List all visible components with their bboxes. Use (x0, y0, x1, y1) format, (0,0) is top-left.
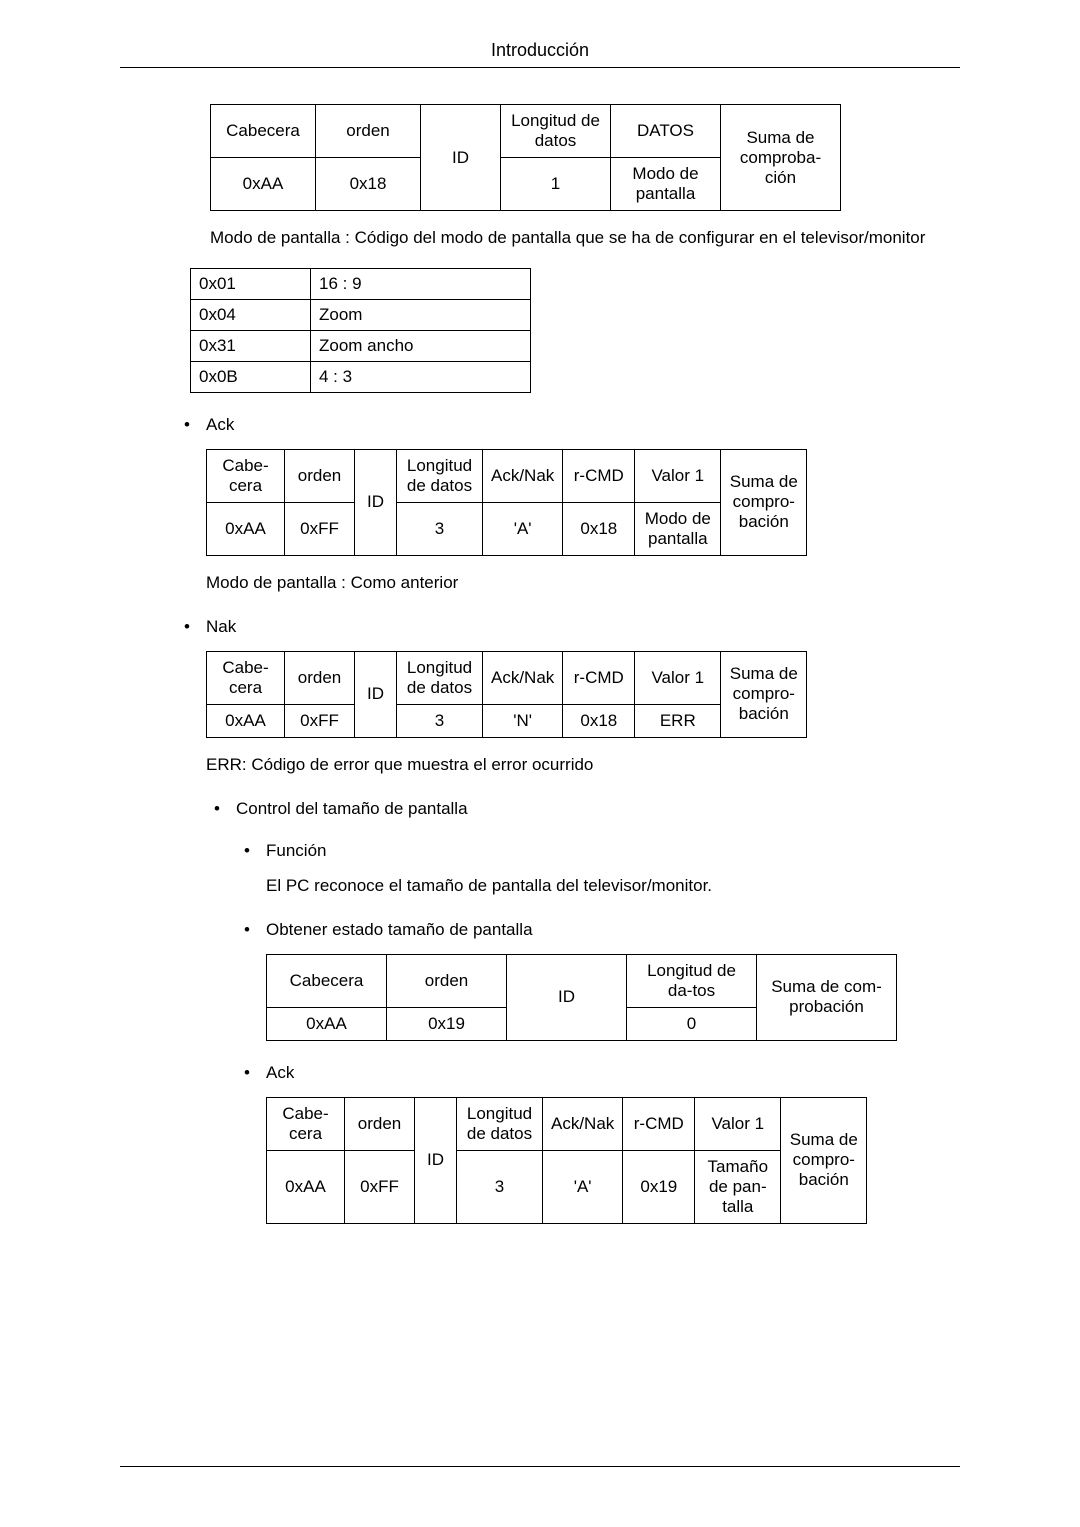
td: 0x19 (623, 1150, 695, 1223)
td: 0x0B (191, 361, 311, 392)
th-cabecera: Cabecera (211, 105, 316, 158)
th: Valor 1 (695, 1097, 781, 1150)
th: Longitud de datos (397, 651, 483, 704)
td: 0xAA (211, 158, 316, 211)
td: 0xAA (267, 1150, 345, 1223)
table-set-screen-mode: Cabecera orden ID Longitud de datos DATO… (210, 104, 841, 211)
td: 'N' (483, 704, 563, 737)
th-longitud: Longitud de datos (501, 105, 611, 158)
table-nak: Cabe-cera orden ID Longitud de datos Ack… (206, 651, 807, 738)
table-ack-1: Cabe-cera orden ID Longitud de datos Ack… (206, 449, 807, 556)
td: Tamaño de pan-talla (695, 1150, 781, 1223)
para-modo-desc: Modo de pantalla : Código del modo de pa… (210, 227, 960, 250)
td: 'A' (543, 1150, 623, 1223)
para-err-desc: ERR: Código de error que muestra el erro… (206, 754, 960, 777)
th: ID (415, 1097, 457, 1223)
td: 3 (397, 704, 483, 737)
para-funcion-desc: El PC reconoce el tamaño de pantalla del… (266, 875, 960, 898)
td: 0xFF (345, 1150, 415, 1223)
td: Modo de pantalla (635, 502, 721, 555)
label-funcion: Función (266, 841, 326, 860)
th: orden (285, 449, 355, 502)
td: 0xFF (285, 502, 355, 555)
li-ack: Ack Cabe-cera orden ID Longitud de datos… (180, 415, 960, 595)
th: Suma de compro-bación (781, 1097, 867, 1223)
list-control-tamano: Control del tamaño de pantalla Función E… (210, 799, 960, 1224)
th: orden (285, 651, 355, 704)
th: Ack/Nak (483, 651, 563, 704)
td: 0x04 (191, 299, 311, 330)
th: r-CMD (563, 449, 635, 502)
th-id: ID (421, 105, 501, 211)
td: 1 (501, 158, 611, 211)
li-obtener: Obtener estado tamaño de pantalla Cabece… (240, 920, 960, 1041)
th: Longitud de da-tos (627, 954, 757, 1007)
td: 0x18 (563, 704, 635, 737)
page-header: Introducción (120, 40, 960, 68)
td: Zoom ancho (311, 330, 531, 361)
label-nak: Nak (206, 617, 236, 636)
th: ID (507, 954, 627, 1040)
td: 16 : 9 (311, 268, 531, 299)
td: 0x19 (387, 1007, 507, 1040)
th-datos: DATOS (611, 105, 721, 158)
th: Suma de compro-bación (721, 449, 807, 555)
td: 0x01 (191, 268, 311, 299)
th-orden: orden (316, 105, 421, 158)
td: 0xAA (207, 502, 285, 555)
table-ack-2: Cabe-cera orden ID Longitud de datos Ack… (266, 1097, 867, 1224)
th: orden (387, 954, 507, 1007)
td: 0x18 (563, 502, 635, 555)
td: Zoom (311, 299, 531, 330)
table-size-get: Cabecera orden ID Longitud de da-tos Sum… (266, 954, 897, 1041)
th: Valor 1 (635, 449, 721, 502)
th-checksum: Suma de comproba-ción (721, 105, 841, 211)
th: Cabe-cera (207, 651, 285, 704)
td: Modo de pantalla (611, 158, 721, 211)
para-modo-anterior: Modo de pantalla : Como anterior (206, 572, 960, 595)
td: 0x18 (316, 158, 421, 211)
li-nak: Nak Cabe-cera orden ID Longitud de datos… (180, 617, 960, 777)
li-ack-2: Ack Cabe-cera orden ID Longitud de datos… (240, 1063, 960, 1224)
th: Suma de com-probación (757, 954, 897, 1040)
td: 0xFF (285, 704, 355, 737)
td: 0x31 (191, 330, 311, 361)
th: Ack/Nak (483, 449, 563, 502)
li-control-tamano: Control del tamaño de pantalla Función E… (210, 799, 960, 1224)
label-ack: Ack (206, 415, 234, 434)
th: ID (355, 449, 397, 555)
th: orden (345, 1097, 415, 1150)
td: 0xAA (267, 1007, 387, 1040)
page: Introducción Cabecera orden ID Longitud … (0, 0, 1080, 1527)
th: ID (355, 651, 397, 737)
th: r-CMD (623, 1097, 695, 1150)
th: Cabecera (267, 954, 387, 1007)
td: 3 (457, 1150, 543, 1223)
td: 3 (397, 502, 483, 555)
td: ERR (635, 704, 721, 737)
th: Cabe-cera (207, 449, 285, 502)
label-control-tamano: Control del tamaño de pantalla (236, 799, 468, 818)
td: 0 (627, 1007, 757, 1040)
list-inner: Función El PC reconoce el tamaño de pant… (240, 841, 960, 1224)
td: 4 : 3 (311, 361, 531, 392)
list-ack-nak: Ack Cabe-cera orden ID Longitud de datos… (180, 415, 960, 777)
label-ack-2: Ack (266, 1063, 294, 1082)
footer-rule (120, 1466, 960, 1467)
th: Suma de compro-bación (721, 651, 807, 737)
th: r-CMD (563, 651, 635, 704)
td: 0xAA (207, 704, 285, 737)
td: 'A' (483, 502, 563, 555)
table-modes: 0x0116 : 9 0x04Zoom 0x31Zoom ancho 0x0B4… (190, 268, 531, 393)
th: Ack/Nak (543, 1097, 623, 1150)
th: Valor 1 (635, 651, 721, 704)
main-content: Cabecera orden ID Longitud de datos DATO… (120, 104, 960, 1224)
label-obtener: Obtener estado tamaño de pantalla (266, 920, 533, 939)
li-funcion: Función El PC reconoce el tamaño de pant… (240, 841, 960, 898)
th: Longitud de datos (397, 449, 483, 502)
th: Longitud de datos (457, 1097, 543, 1150)
th: Cabe-cera (267, 1097, 345, 1150)
